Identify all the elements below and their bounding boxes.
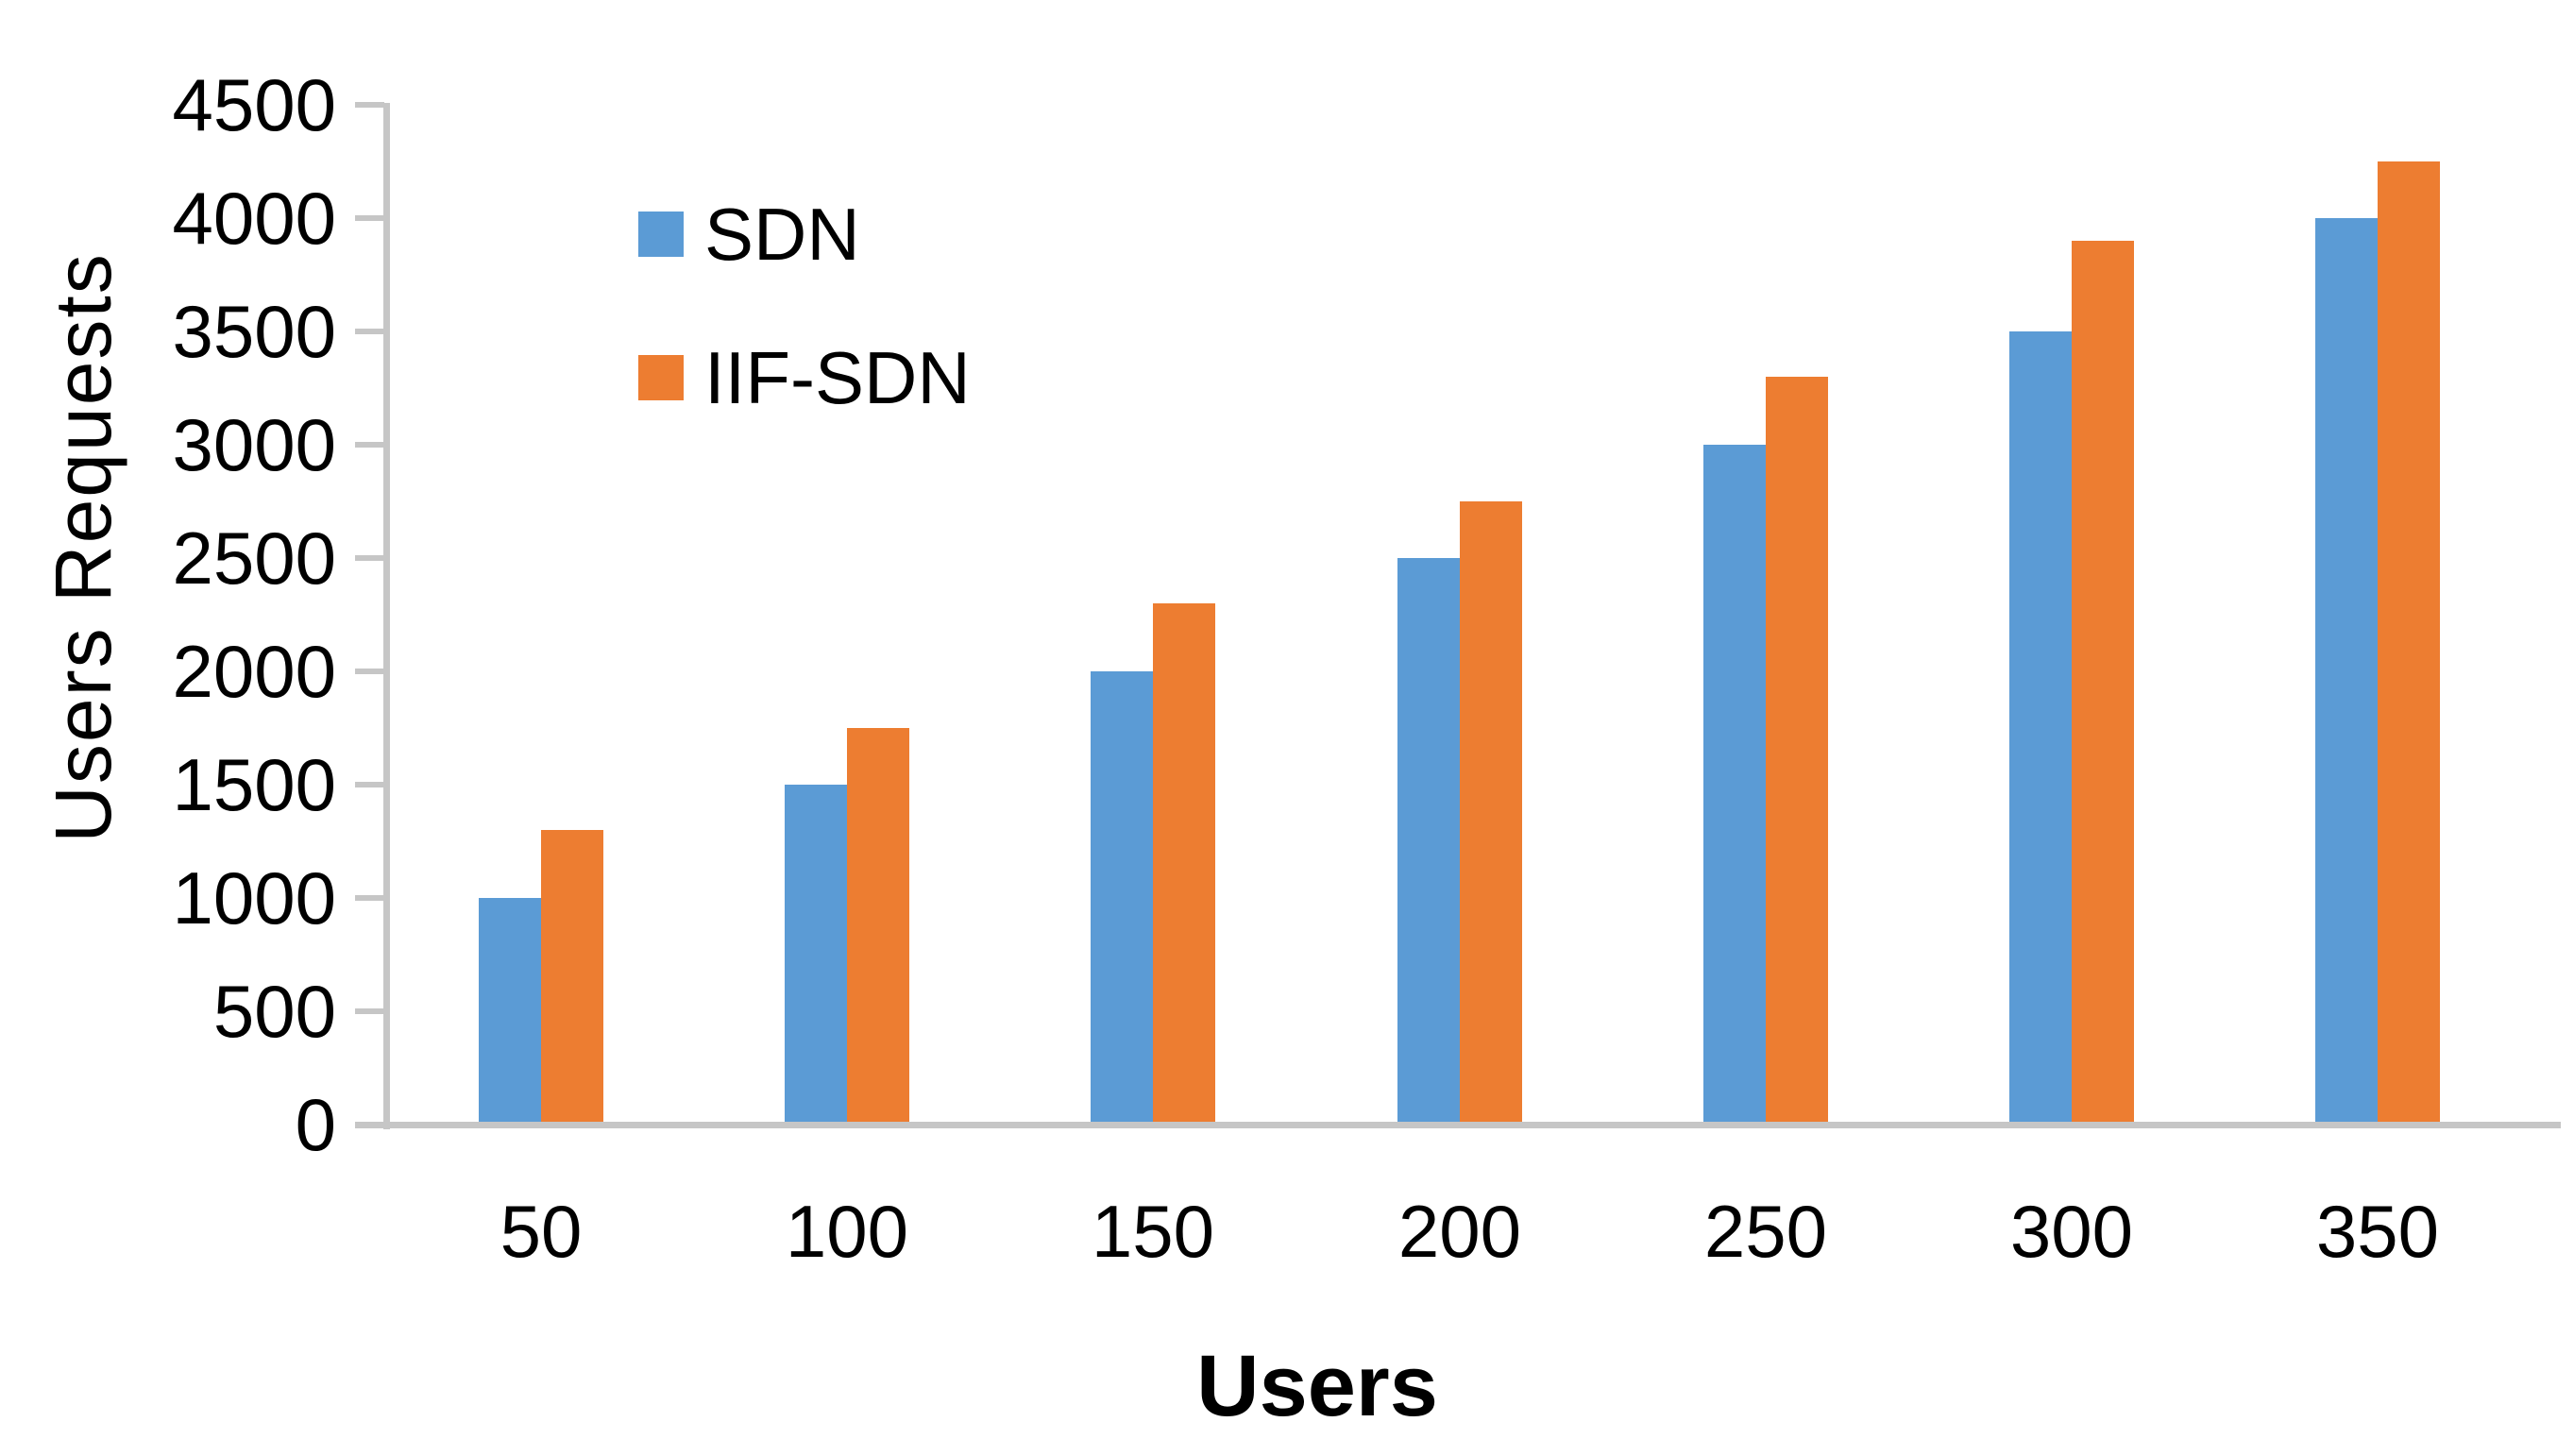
x-axis-title: Users xyxy=(1196,1338,1438,1434)
y-axis-tick xyxy=(355,555,384,561)
x-axis-line xyxy=(355,1122,2561,1128)
x-axis-tick-label: 100 xyxy=(785,1190,909,1273)
x-axis-tick-label: 150 xyxy=(1091,1190,1215,1273)
y-axis-tick-label: 2500 xyxy=(172,516,336,600)
x-axis-tick-label: 50 xyxy=(500,1190,583,1273)
y-axis-tick xyxy=(355,215,384,221)
bar-iif-sdn xyxy=(1766,377,1828,1125)
legend-label-iif-sdn: IIF-SDN xyxy=(704,336,971,419)
y-axis-tick xyxy=(355,102,384,108)
y-axis-tick-label: 3500 xyxy=(172,290,336,373)
bar-iif-sdn xyxy=(1153,603,1215,1125)
y-axis-tick-label: 500 xyxy=(212,970,336,1053)
legend-swatch-sdn xyxy=(638,212,684,257)
legend-item-iif-sdn: IIF-SDN xyxy=(638,330,971,425)
x-axis-tick-label: 300 xyxy=(2009,1190,2134,1273)
bar-sdn xyxy=(2009,331,2072,1125)
legend-item-sdn: SDN xyxy=(638,187,860,281)
legend-label-sdn: SDN xyxy=(704,193,860,276)
y-axis-tick-label: 0 xyxy=(295,1083,336,1166)
y-axis-tick xyxy=(355,329,384,334)
y-axis-tick xyxy=(355,895,384,901)
y-axis-line xyxy=(383,103,390,1129)
y-axis-tick-label: 3000 xyxy=(172,403,336,486)
bar-iif-sdn xyxy=(2072,241,2134,1125)
y-axis-tick xyxy=(355,782,384,787)
y-axis-tick-label: 2000 xyxy=(172,630,336,713)
y-axis-tick-label: 4000 xyxy=(172,177,336,260)
bar-sdn xyxy=(1703,445,1766,1125)
bar-sdn xyxy=(1091,671,1153,1125)
y-axis-tick xyxy=(355,669,384,674)
bar-iif-sdn xyxy=(2378,161,2440,1125)
bar-sdn xyxy=(479,898,541,1125)
x-axis-tick-label: 200 xyxy=(1397,1190,1522,1273)
bar-sdn xyxy=(785,785,847,1125)
y-axis-tick xyxy=(355,1008,384,1014)
x-axis-tick-label: 250 xyxy=(1703,1190,1828,1273)
y-axis-tick-label: 1500 xyxy=(172,743,336,826)
bar-iif-sdn xyxy=(1460,501,1522,1125)
y-axis-tick-label: 1000 xyxy=(172,856,336,940)
y-axis-tick-label: 4500 xyxy=(172,63,336,146)
bar-sdn xyxy=(1397,558,1460,1125)
bar-sdn xyxy=(2315,218,2378,1125)
bar-iif-sdn xyxy=(541,830,603,1125)
legend-swatch-iif-sdn xyxy=(638,355,684,400)
y-axis-tick xyxy=(355,442,384,448)
x-axis-tick-label: 350 xyxy=(2315,1190,2440,1273)
bar-iif-sdn xyxy=(847,728,909,1125)
